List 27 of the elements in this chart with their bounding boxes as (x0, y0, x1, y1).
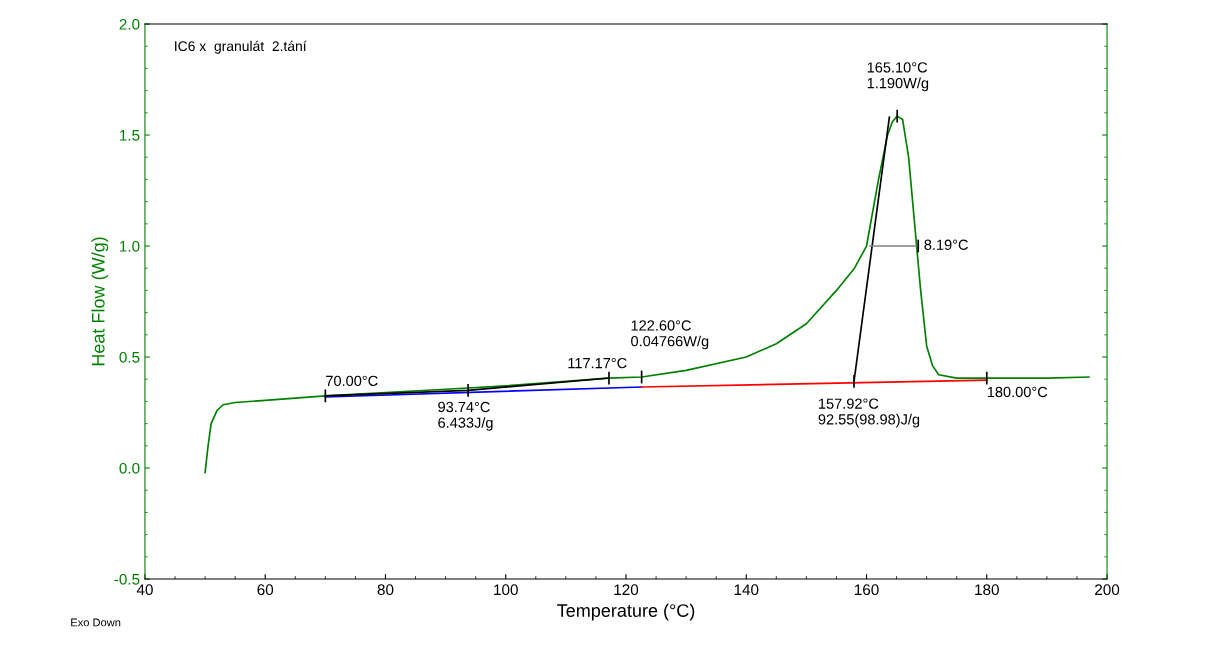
x-tick-label: 80 (377, 584, 394, 596)
x-tick-label: 140 (734, 584, 759, 596)
annotation: 180.00°C (987, 386, 1048, 398)
x-tick-label: 160 (854, 584, 879, 596)
y-tick-label: 1.5 (120, 130, 140, 141)
x-tick-label: 120 (614, 584, 639, 596)
x-tick-label: 100 (494, 584, 518, 596)
annotation: 122.60°C 0.04766W/g (631, 320, 709, 350)
y-tick-label: 1.0 (120, 240, 140, 252)
y-tick-label: 0.5 (119, 351, 140, 363)
x-tick-label: 180 (975, 584, 999, 596)
y-axis-title: Heat Flow (W/g) (91, 237, 109, 366)
annotation: 8.19°C (924, 239, 968, 250)
annotation: 93.74°C 6.433J/g (438, 401, 493, 431)
y-tick-label: 2.0 (119, 18, 140, 30)
annotation: 70.00°C (326, 375, 378, 387)
annotation: 157.92°C 92.55(98.98)J/g (818, 398, 920, 428)
y-tick-label: 0.0 (119, 462, 140, 474)
annotation: 117.17°C (568, 357, 627, 369)
x-tick-label: 40 (136, 584, 153, 596)
y-tick-label: -0.5 (114, 573, 140, 585)
x-tick-label: 60 (257, 584, 274, 596)
annotation: 165.10°C 1.190W/g (867, 62, 929, 92)
x-tick-label: 200 (1095, 584, 1120, 596)
text: IC6 x granulát 2.tání (175, 40, 307, 54)
x-axis-title: Temperature (°C) (557, 603, 695, 621)
text: Exo Down (71, 618, 121, 627)
